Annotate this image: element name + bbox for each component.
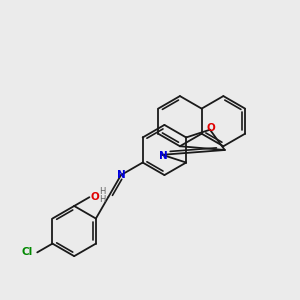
Text: Cl: Cl	[22, 248, 33, 257]
Text: O: O	[207, 124, 216, 134]
Text: O: O	[90, 192, 99, 202]
Text: N: N	[117, 170, 126, 180]
Text: H: H	[99, 187, 105, 196]
Text: N: N	[158, 151, 167, 161]
Text: H: H	[99, 195, 105, 204]
